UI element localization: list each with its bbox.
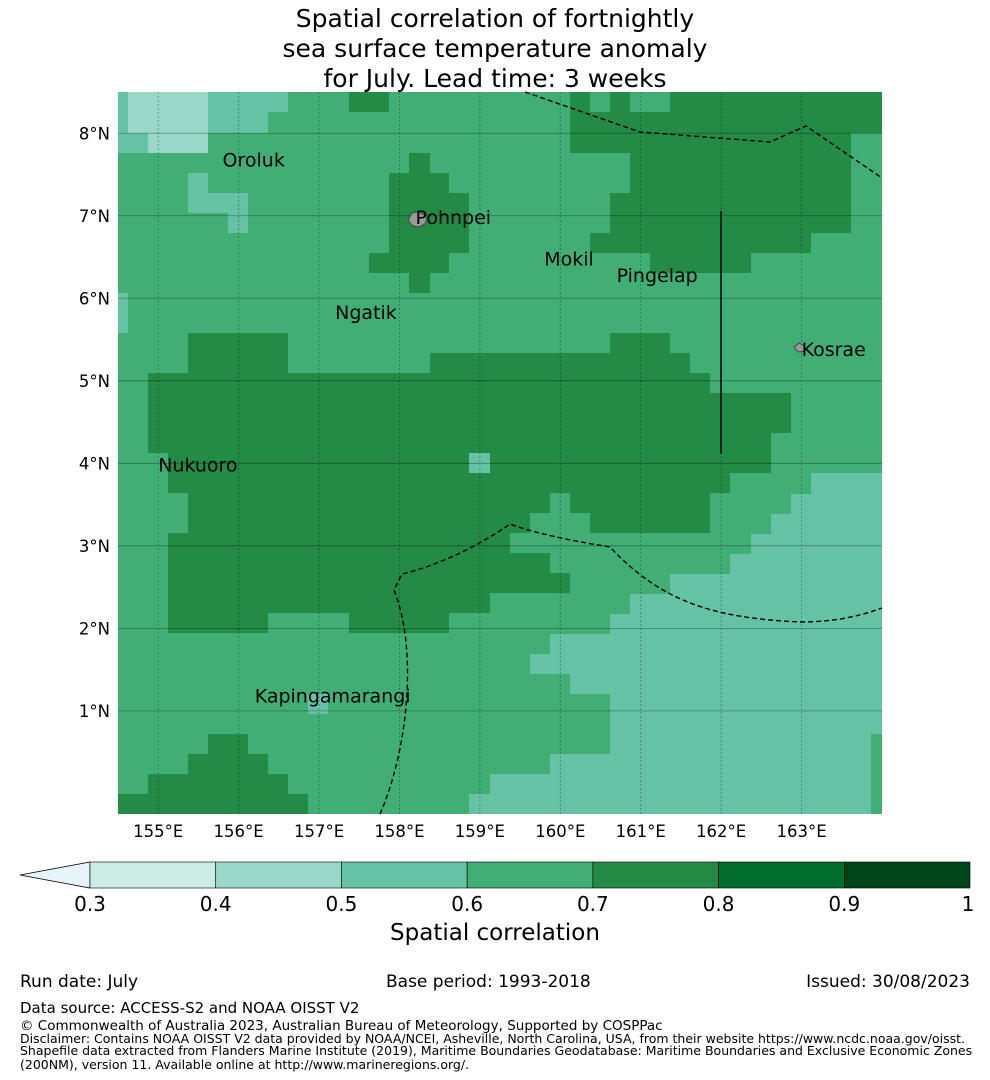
y-axis-ticks: 1°N 2°N 3°N 4°N 5°N 6°N 7°N 8°N	[79, 124, 110, 721]
place-label: Kapingamarangi	[255, 686, 411, 708]
colorbar-tick-label: 0.3	[74, 892, 106, 916]
colorbar-tick-label: 0.9	[828, 892, 861, 916]
colorbar	[19, 861, 971, 889]
disclaimer-line-3: (200NM), version 11. Available online at…	[20, 1057, 470, 1072]
colorbar-tick-label: 0.6	[451, 892, 484, 916]
x-tick-label: 155°E	[133, 822, 183, 841]
y-tick-label: 2°N	[79, 619, 110, 638]
copyright: © Commonwealth of Australia 2023, Austra…	[20, 1018, 663, 1034]
x-tick-label: 157°E	[294, 822, 344, 841]
run-date: Run date: July	[20, 972, 139, 992]
x-tick-label: 163°E	[776, 822, 826, 841]
title-line-2: sea surface temperature anomaly	[282, 34, 708, 63]
map-gridlines	[118, 92, 882, 814]
disclaimer-line-2: Shapefile data extracted from Flanders M…	[20, 1043, 973, 1058]
colorbar-tick-label: 0.5	[325, 892, 358, 916]
correlation-0.4-0.5-regions	[128, 92, 208, 153]
eez-boundaries	[379, 91, 883, 815]
colorbar-segment	[718, 861, 845, 889]
colorbar-extend-arrow	[19, 861, 91, 889]
y-tick-label: 4°N	[79, 454, 110, 473]
place-label: Nukuoro	[158, 455, 237, 477]
y-tick-label: 1°N	[79, 702, 110, 721]
disclaimer-line-1: Disclaimer: Contains NOAA OISST V2 data …	[20, 1031, 965, 1046]
place-label: Pohnpei	[416, 207, 492, 229]
colorbar-segment	[89, 861, 217, 889]
x-tick-label: 161°E	[616, 822, 666, 841]
place-labels: Oroluk Pohnpei Mokil Pingelap Ngatik Kosrae Nu…	[158, 149, 866, 707]
place-label: Ngatik	[335, 302, 397, 324]
y-tick-label: 7°N	[79, 207, 110, 226]
y-tick-label: 6°N	[79, 289, 110, 308]
eez-boundary-north	[524, 91, 883, 179]
colorbar-segment	[843, 861, 971, 889]
x-tick-label: 159°E	[455, 822, 505, 841]
base-period: Base period: 1993-2018	[386, 972, 591, 992]
colorbar-segment	[466, 861, 594, 889]
place-label: Oroluk	[223, 149, 285, 171]
colorbar-segment	[592, 861, 719, 889]
y-tick-label: 8°N	[79, 124, 110, 143]
place-label: Mokil	[544, 248, 594, 270]
title-line-3: for July. Lead time: 3 weeks	[323, 64, 667, 93]
place-label: Kosrae	[802, 339, 866, 361]
y-tick-label: 5°N	[79, 372, 110, 391]
colorbar-tick-label: 0.7	[576, 892, 609, 916]
colorbar-tick-label: 0.8	[702, 892, 735, 916]
data-source: Data source: ACCESS-S2 and NOAA OISST V2	[20, 999, 360, 1017]
kosrae-island	[793, 342, 805, 353]
place-label: Pingelap	[617, 265, 698, 287]
colorbar-segment	[341, 861, 468, 889]
pohnpei-island	[408, 211, 428, 228]
x-tick-label: 162°E	[696, 822, 746, 841]
title-line-1: Spatial correlation of fortnightly	[295, 4, 695, 33]
eez-boundary-central	[379, 523, 883, 815]
colorbar-tick-label: 1	[961, 892, 975, 916]
correlation-0.6-0.7-in-south	[871, 734, 882, 814]
x-tick-label: 160°E	[535, 822, 585, 841]
issued-date: Issued: 30/08/2023	[806, 972, 970, 992]
x-tick-label: 158°E	[374, 822, 424, 841]
chart-title: Spatial correlation of fortnightly sea s…	[0, 4, 990, 94]
colorbar-segment	[215, 861, 342, 889]
x-tick-label: 156°E	[214, 822, 264, 841]
colorbar-label: Spatial correlation	[390, 920, 600, 946]
colorbar-tick-label: 0.4	[199, 892, 232, 916]
x-axis-ticks: 155°E 156°E 157°E 158°E 159°E 160°E 161°E 162°E…	[133, 822, 827, 841]
y-tick-label: 3°N	[79, 537, 110, 556]
